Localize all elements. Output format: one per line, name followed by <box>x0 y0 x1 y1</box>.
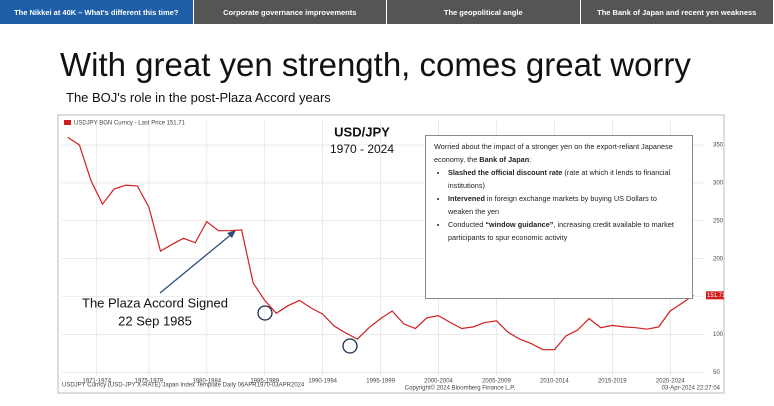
slide-subtitle: The BOJ's role in the post-Plaza Accord … <box>66 90 331 105</box>
chart-title: USD/JPY <box>334 124 390 139</box>
bullet: Conducted “window guidance”, increasing … <box>448 218 684 244</box>
highlight-circle <box>257 305 273 321</box>
text: Worried about the impact of a stronger y… <box>434 142 673 164</box>
tab[interactable]: Corporate governance improvements <box>193 0 387 24</box>
text: Bank of Japan <box>479 155 530 164</box>
x-tick-label: 2015-2019 <box>598 379 627 385</box>
text-box: Worried about the impact of a stronger y… <box>425 135 693 299</box>
legend-swatch <box>64 120 71 125</box>
annotation: 22 Sep 1985 <box>118 313 192 328</box>
annotation: The Plaza Accord Signed <box>82 295 228 310</box>
tab-bar: The Nikkei at 40K – What's different thi… <box>0 0 774 24</box>
text: Intervened <box>448 194 485 203</box>
x-tick-label: 2010-2014 <box>540 379 569 385</box>
x-tick-label: 1971-1974 <box>82 379 111 385</box>
y-tick-label: 100 <box>713 332 724 338</box>
legend-text: USDJPY BGN Curncy - Last Price 151.71 <box>74 121 186 127</box>
tab[interactable]: The geopolitical angle <box>387 0 581 24</box>
bullet: Intervened in foreign exchange markets b… <box>448 192 684 218</box>
arrow <box>159 232 234 294</box>
x-tick-label: 1990-1994 <box>308 379 337 385</box>
x-tick-label: 1995-1999 <box>366 379 395 385</box>
tab[interactable]: The Nikkei at 40K – What's different thi… <box>0 0 194 24</box>
text: in foreign exchange markets by buying US… <box>448 194 657 216</box>
x-tick-label: 1980-1984 <box>192 379 221 385</box>
text: (rate at which it lends to financial ins… <box>448 168 671 190</box>
last-price-box <box>706 291 724 300</box>
y-tick-label: 200 <box>713 256 724 262</box>
footer: Copyright© 2024 Bloomberg Finance L.P. <box>405 385 516 392</box>
text: Conducted <box>448 220 486 229</box>
text: Slashed the official discount rate <box>448 168 563 177</box>
y-tick-label: 300 <box>713 180 724 186</box>
x-tick-label: 2005-2009 <box>482 379 511 385</box>
tab[interactable]: The Bank of Japan and recent yen weaknes… <box>580 0 774 24</box>
bullet: Slashed the official discount rate (rate… <box>448 166 684 192</box>
y-tick-label: 250 <box>713 218 724 224</box>
x-tick-label: 2000-2004 <box>424 379 453 385</box>
y-tick-label: 50 <box>713 370 720 376</box>
footer: 03-Apr-2024 22:27:04 <box>662 386 721 392</box>
footer: USDJPY Curncy (USD-JPY X-RATE) Japan Ind… <box>62 383 305 389</box>
x-tick-label: 1985-1989 <box>250 379 279 385</box>
y-tick-label: 350 <box>713 143 724 149</box>
slide-title: With great yen strength, comes great wor… <box>60 46 691 83</box>
x-tick-label: 2020-2024 <box>656 379 685 385</box>
line <box>67 136 694 351</box>
text: “window guidance” <box>485 220 554 229</box>
chart-subtitle: 1970 - 2024 <box>330 142 394 156</box>
text: : <box>529 155 532 164</box>
x-tick-label: 1975-1979 <box>135 379 164 385</box>
last-price-label: 151.71 <box>707 293 726 299</box>
text: , increasing credit available to market … <box>448 220 674 242</box>
arrowhead <box>227 230 236 238</box>
highlight-circle <box>342 338 358 354</box>
